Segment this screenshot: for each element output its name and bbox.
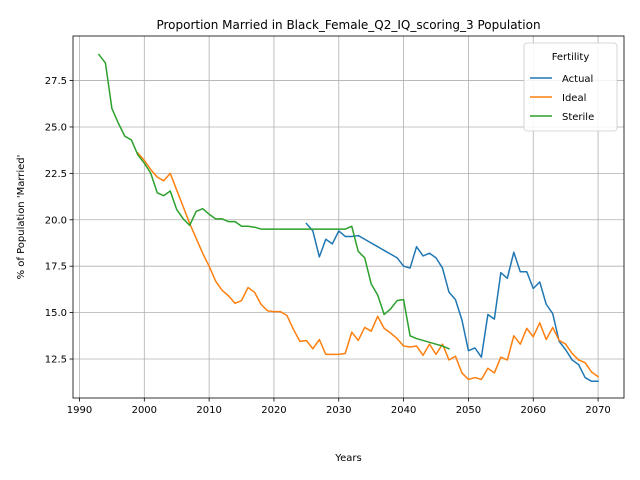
x-tick-label: 1990 bbox=[67, 405, 92, 416]
x-tick-label: 2030 bbox=[326, 405, 351, 416]
y-axis-label: % of Population 'Married' bbox=[16, 155, 27, 280]
y-tick-label: 17.5 bbox=[45, 262, 67, 273]
series-line-ideal bbox=[136, 151, 600, 381]
legend-box bbox=[523, 42, 618, 132]
x-tick-label: 2020 bbox=[261, 405, 286, 416]
chart-title: Proportion Married in Black_Female_Q2_IQ… bbox=[156, 18, 540, 32]
series-layer bbox=[97, 53, 600, 383]
y-tick-label: 22.5 bbox=[45, 169, 67, 180]
legend-label-actual: Actual bbox=[562, 74, 593, 85]
y-tick-label: 20.0 bbox=[45, 215, 67, 226]
legend-label-ideal: Ideal bbox=[562, 93, 586, 104]
x-tick-label: 2050 bbox=[456, 405, 481, 416]
legend-label-sterile: Sterile bbox=[562, 112, 594, 123]
plot-frame bbox=[72, 35, 625, 399]
y-tick-label: 12.5 bbox=[45, 355, 67, 366]
legend-title: Fertility bbox=[552, 52, 590, 63]
x-tick-label: 2000 bbox=[132, 405, 157, 416]
series-line-sterile bbox=[97, 53, 450, 350]
legend: Fertility Actual Ideal Sterile bbox=[523, 42, 618, 132]
x-tick-label: 2060 bbox=[521, 405, 546, 416]
axis-ticks: 1990 2000 2010 2020 2030 2040 2050 2060 2070 12.5… bbox=[45, 76, 611, 416]
y-tick-label: 15.0 bbox=[45, 308, 67, 319]
x-tick-label: 2040 bbox=[391, 405, 416, 416]
y-tick-label: 25.0 bbox=[45, 122, 67, 133]
y-tick-label: 27.5 bbox=[45, 76, 67, 87]
x-axis-label: Years bbox=[334, 453, 361, 464]
x-tick-label: 2010 bbox=[196, 405, 221, 416]
legend-entries: Actual Ideal Sterile bbox=[530, 74, 594, 123]
x-tick-label: 2070 bbox=[585, 405, 610, 416]
